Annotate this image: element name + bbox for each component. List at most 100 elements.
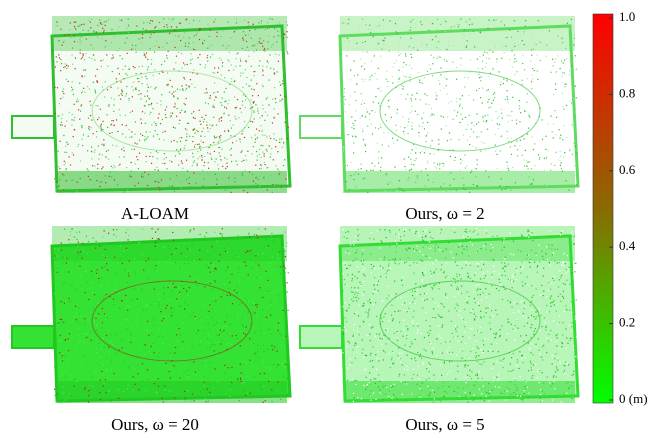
- point: [370, 32, 371, 33]
- point: [284, 53, 285, 54]
- point: [236, 319, 237, 320]
- point: [351, 299, 352, 300]
- point: [406, 383, 407, 384]
- point: [240, 345, 241, 346]
- point: [177, 341, 178, 342]
- point: [134, 288, 135, 289]
- point: [195, 338, 196, 339]
- point: [491, 244, 492, 245]
- point: [480, 97, 481, 98]
- point: [87, 86, 88, 87]
- point: [216, 36, 217, 37]
- point: [246, 35, 247, 36]
- point: [282, 383, 283, 384]
- point: [569, 284, 570, 285]
- point: [472, 244, 473, 245]
- point: [221, 74, 222, 75]
- point: [534, 70, 535, 71]
- point: [132, 45, 133, 46]
- point: [230, 295, 231, 296]
- point: [267, 247, 268, 248]
- point: [447, 351, 448, 352]
- point: [548, 150, 549, 151]
- point: [356, 346, 357, 347]
- point: [449, 133, 450, 134]
- point: [401, 331, 402, 332]
- point: [396, 293, 397, 294]
- point: [441, 337, 442, 338]
- point: [210, 128, 211, 129]
- point: [185, 89, 186, 90]
- point: [247, 192, 248, 193]
- point: [495, 111, 496, 112]
- point: [256, 49, 257, 50]
- point: [427, 299, 428, 300]
- point: [208, 323, 209, 324]
- point: [511, 137, 512, 138]
- point: [419, 251, 420, 252]
- point: [65, 169, 66, 170]
- point: [210, 144, 211, 145]
- point: [202, 157, 203, 158]
- point: [397, 139, 398, 140]
- point: [144, 55, 145, 56]
- point: [351, 127, 352, 128]
- point: [365, 369, 366, 370]
- point: [248, 127, 249, 128]
- point: [395, 251, 396, 252]
- point: [529, 348, 530, 349]
- colorbar: [593, 14, 613, 403]
- point: [521, 268, 522, 269]
- point: [269, 135, 270, 136]
- point: [193, 347, 194, 348]
- point: [426, 44, 427, 45]
- point: [417, 384, 418, 385]
- point: [195, 281, 196, 282]
- point: [192, 136, 193, 137]
- point: [122, 95, 123, 96]
- point: [142, 135, 143, 136]
- point: [521, 234, 522, 235]
- point: [521, 399, 522, 400]
- point: [170, 80, 171, 81]
- point: [259, 168, 260, 169]
- point: [188, 86, 189, 87]
- point: [476, 113, 477, 114]
- point: [90, 105, 91, 106]
- point: [562, 42, 563, 43]
- point: [466, 21, 467, 22]
- point: [193, 361, 194, 362]
- point: [225, 168, 226, 169]
- point: [156, 125, 157, 126]
- point: [110, 171, 111, 172]
- point: [85, 69, 86, 70]
- point: [214, 67, 215, 68]
- point: [490, 328, 491, 329]
- point: [347, 380, 348, 381]
- point: [84, 59, 85, 60]
- point: [459, 310, 460, 311]
- point: [381, 242, 382, 243]
- point: [107, 127, 108, 128]
- point: [470, 392, 471, 393]
- point: [369, 394, 370, 395]
- point: [118, 389, 119, 390]
- point: [456, 304, 457, 305]
- point: [243, 160, 244, 161]
- point: [485, 150, 486, 151]
- point: [106, 21, 107, 22]
- point: [62, 355, 63, 356]
- point: [394, 311, 395, 312]
- point: [505, 189, 506, 190]
- point: [179, 368, 180, 369]
- point: [378, 151, 379, 152]
- point: [252, 304, 253, 305]
- point: [245, 361, 246, 362]
- point: [342, 291, 343, 292]
- point: [203, 142, 204, 143]
- point: [91, 287, 92, 288]
- point: [95, 248, 96, 249]
- tick-label: 0.6: [619, 162, 636, 177]
- point: [104, 294, 105, 295]
- point: [114, 125, 115, 126]
